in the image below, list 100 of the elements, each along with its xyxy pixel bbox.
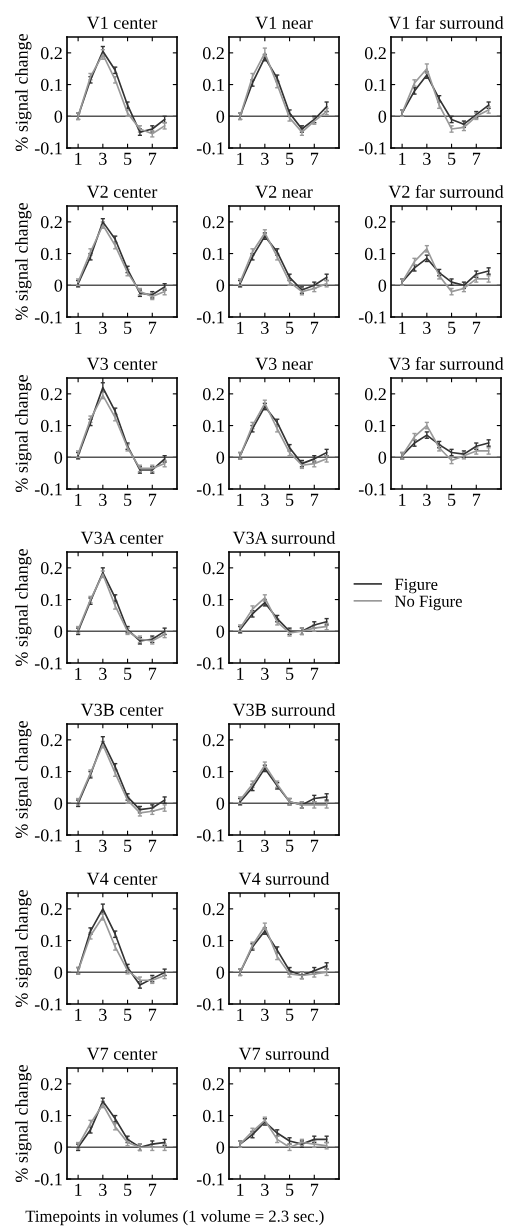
y-tick-label: 0.2 [364, 47, 386, 60]
x-tick-label: 3 [99, 321, 107, 334]
y-tick-label: -0.1 [34, 483, 62, 496]
y-tick-label: 0 [54, 451, 63, 464]
x-tick-label: 3 [99, 839, 107, 852]
x-tick-label: 3 [261, 667, 269, 680]
y-tick-label: 0.2 [202, 47, 224, 60]
y-tick-label: 0.2 [40, 734, 62, 747]
x-tick-label: 5 [286, 493, 294, 506]
x-tick-label: 3 [261, 321, 269, 334]
y-tick-label: -0.1 [34, 1173, 62, 1186]
y-tick-label: -0.1 [34, 657, 62, 670]
y-tick-label: 0.1 [202, 78, 224, 92]
y-tick-label: 0 [216, 279, 225, 292]
y-axis-title: % signal change [15, 720, 32, 839]
x-tick-label: 7 [472, 152, 481, 165]
x-tick-label: 1 [237, 839, 244, 852]
x-tick-label: 3 [261, 152, 269, 165]
y-tick-label: 0.1 [40, 765, 62, 779]
x-tick-label: 3 [423, 321, 431, 334]
chart-title: V3 near [255, 357, 313, 370]
x-tick-label: 5 [286, 839, 294, 852]
y-tick-label: 0.2 [40, 216, 62, 229]
y-tick-label: 0.1 [364, 78, 386, 92]
x-tick-label: 7 [310, 1183, 319, 1196]
x-tick-label: 3 [99, 493, 107, 506]
x-tick-label: 7 [310, 321, 319, 334]
y-tick-label: -0.1 [196, 998, 224, 1011]
y-tick-label: 0.2 [40, 903, 62, 916]
x-tick-label: 7 [148, 152, 157, 165]
x-tick-label: 1 [75, 493, 82, 506]
y-axis-title: % signal change [15, 1064, 32, 1183]
y-tick-label: 0.1 [202, 934, 224, 948]
y-tick-label: -0.1 [358, 483, 386, 496]
y-tick-label: 0.2 [202, 734, 224, 747]
y-tick-label: 0.2 [40, 388, 62, 401]
y-tick-label: -0.1 [196, 657, 224, 670]
chart-title: V3 center [86, 357, 158, 370]
chart-title: V2 center [86, 185, 158, 198]
y-tick-label: 0.1 [40, 78, 62, 92]
x-tick-label: 1 [237, 493, 244, 506]
y-tick-label: 0.2 [202, 903, 224, 916]
chart-title: V3B surround [232, 703, 336, 716]
x-tick-label: 3 [99, 1183, 107, 1196]
y-tick-label: 0.2 [40, 1078, 62, 1091]
x-tick-label: 5 [124, 1008, 132, 1021]
y-tick-label: 0.2 [202, 562, 224, 575]
y-tick-label: 0.1 [202, 1109, 224, 1123]
y-tick-label: -0.1 [196, 829, 224, 842]
y-tick-label: 0.1 [202, 593, 224, 607]
y-tick-label: -0.1 [196, 1173, 224, 1186]
x-tick-label: 7 [472, 493, 481, 506]
y-tick-label: 0 [216, 1141, 225, 1154]
y-tick-label: 0 [216, 797, 225, 810]
y-tick-label: 0.2 [364, 216, 386, 229]
y-tick-label: 0.2 [364, 388, 386, 401]
y-tick-label: 0 [378, 451, 387, 464]
y-tick-label: -0.1 [196, 311, 224, 324]
x-tick-label: 7 [310, 1008, 319, 1021]
x-tick-label: 3 [99, 1008, 107, 1021]
x-tick-label: 7 [472, 321, 481, 334]
chart-title: V2 far surround [388, 184, 504, 198]
y-tick-label: 0 [378, 110, 387, 123]
x-tick-label: 3 [423, 493, 431, 506]
chart-title: V4 surround [238, 872, 330, 885]
x-tick-label: 7 [310, 667, 319, 680]
y-tick-label: 0.1 [364, 419, 386, 433]
y-tick-label: 0 [54, 797, 63, 810]
y-tick-label: 0 [216, 966, 225, 979]
x-tick-label: 1 [75, 321, 82, 334]
x-tick-label: 7 [148, 321, 157, 334]
x-tick-label: 5 [448, 152, 456, 165]
x-tick-label: 5 [124, 321, 132, 334]
x-tick-label: 5 [286, 1008, 294, 1021]
x-tick-label: 3 [261, 839, 269, 852]
x-tick-label: 3 [99, 152, 107, 165]
legend-label: No Figure [394, 595, 462, 611]
y-axis-title: % signal change [15, 202, 32, 321]
chart-title: V3B center [80, 703, 164, 716]
x-tick-label: 7 [148, 839, 157, 852]
y-tick-label: 0.1 [202, 765, 224, 779]
x-tick-label: 1 [75, 1183, 82, 1196]
y-tick-label: 0 [54, 110, 63, 123]
x-tick-label: 5 [286, 321, 294, 334]
x-tick-label: 1 [399, 321, 406, 334]
y-tick-label: 0.2 [202, 1078, 224, 1091]
y-axis-title: % signal change [15, 374, 32, 493]
y-tick-label: 0.1 [364, 247, 386, 261]
y-tick-label: 0 [54, 966, 63, 979]
x-tick-label: 5 [124, 839, 132, 852]
y-tick-label: 0.2 [40, 562, 62, 575]
x-tick-label: 3 [261, 1008, 269, 1021]
x-tick-label: 7 [148, 493, 157, 506]
y-axis-title: % signal change [15, 548, 32, 667]
x-tick-label: 1 [237, 1183, 244, 1196]
x-tick-label: 1 [399, 493, 406, 506]
y-tick-label: -0.1 [34, 311, 62, 324]
x-tick-label: 7 [310, 152, 319, 165]
y-tick-label: 0 [54, 279, 63, 292]
x-tick-label: 5 [448, 321, 456, 334]
